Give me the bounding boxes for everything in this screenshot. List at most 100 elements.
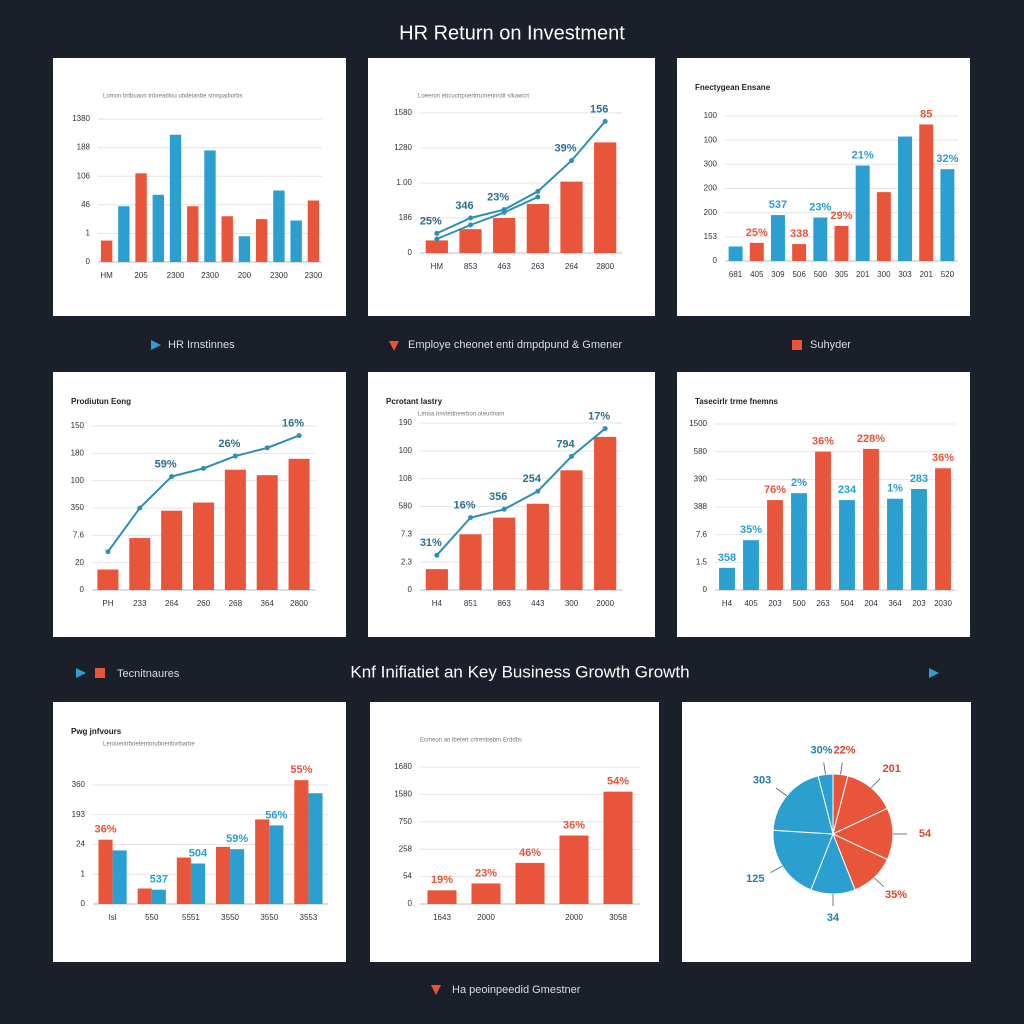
y-tick-label: 7.6 — [73, 530, 85, 539]
data-label: 29% — [830, 210, 852, 222]
y-tick-label: 20 — [75, 558, 84, 567]
bar — [898, 136, 913, 261]
caption: Ha peoinpeedid Gmestner — [452, 984, 581, 996]
bar — [118, 206, 130, 262]
y-tick-label: 1 — [81, 869, 86, 878]
bar — [876, 192, 891, 261]
panel-subtitle: Lerouentrboeterriorubnenbvrbarbe — [103, 742, 195, 748]
panel-title: Fnectygean Ensane — [695, 83, 771, 92]
bar — [743, 540, 759, 590]
x-tick-label: 263 — [816, 599, 830, 608]
panel — [53, 58, 346, 316]
line-point — [105, 549, 111, 555]
bar — [813, 217, 828, 261]
bar — [493, 218, 516, 253]
bar — [559, 835, 589, 904]
y-tick-label: 193 — [72, 810, 86, 819]
data-label: 283 — [910, 473, 928, 485]
bar — [839, 500, 855, 590]
bar — [290, 220, 302, 262]
bar — [560, 181, 583, 253]
line-point — [569, 158, 574, 164]
y-tick-label: 1.00 — [396, 178, 412, 187]
x-tick-label: 3553 — [300, 913, 318, 922]
x-tick-label: H4 — [722, 599, 733, 608]
bar — [526, 503, 549, 590]
y-tick-label: 100 — [71, 476, 85, 485]
data-label: 201 — [882, 763, 900, 775]
pie-slice — [831, 807, 894, 861]
line-point — [602, 118, 608, 124]
x-tick-label: 264 — [565, 262, 579, 271]
data-label: 23% — [487, 192, 509, 204]
bar — [190, 863, 206, 904]
y-tick-label: 750 — [399, 817, 413, 826]
y-tick-label: 1380 — [72, 114, 90, 123]
line-point — [169, 474, 175, 480]
caption: HR Irnstinnes — [168, 339, 235, 351]
bar — [288, 458, 310, 590]
data-label: 22% — [834, 745, 856, 757]
x-tick-label: 2800 — [290, 599, 308, 608]
bar — [273, 190, 285, 262]
x-tick-label: 2000 — [596, 599, 614, 608]
y-tick-label: 100 — [399, 446, 413, 455]
y-tick-label: 54 — [403, 872, 412, 881]
bar — [161, 510, 183, 590]
y-tick-label: 258 — [399, 844, 413, 853]
bar — [863, 448, 879, 590]
x-tick-label: H4 — [432, 599, 443, 608]
x-tick-label: 5551 — [182, 913, 200, 922]
bar — [594, 436, 617, 590]
caption-icon — [792, 340, 802, 350]
y-tick-label: 360 — [72, 780, 86, 789]
bar — [97, 569, 119, 590]
line-point — [535, 488, 541, 494]
bar — [459, 534, 482, 590]
bar — [728, 246, 743, 261]
x-tick-label: 550 — [145, 913, 159, 922]
bar — [255, 819, 270, 904]
data-label: 17% — [588, 410, 610, 422]
y-tick-label: 7.3 — [401, 529, 413, 538]
line-point — [501, 506, 507, 512]
x-tick-label: 300 — [565, 599, 579, 608]
caption-icon — [76, 668, 86, 678]
data-label: 125 — [746, 873, 764, 885]
data-label: 537 — [150, 874, 168, 886]
data-label: 16% — [282, 417, 304, 429]
x-tick-label: 443 — [531, 599, 545, 608]
bar — [129, 538, 151, 590]
y-tick-label: 108 — [399, 474, 413, 483]
data-label: 30% — [810, 745, 832, 757]
bar — [855, 165, 870, 261]
leader-line — [770, 865, 783, 873]
x-tick-label: 300 — [877, 270, 891, 279]
y-tick-label: 350 — [71, 503, 85, 512]
x-tick-label: 2000 — [477, 913, 495, 922]
data-label: 19% — [431, 874, 453, 886]
bar — [515, 862, 545, 904]
bar — [98, 839, 113, 904]
line-point — [296, 433, 302, 439]
line — [436, 427, 606, 556]
bar — [770, 215, 785, 261]
page-title: HR Return on Investment — [399, 22, 625, 44]
y-tick-label: 7.6 — [696, 530, 708, 539]
leader-line — [840, 762, 843, 775]
x-tick-label: 305 — [835, 270, 849, 279]
x-tick-label: 233 — [133, 599, 147, 608]
y-tick-label: 200 — [704, 208, 718, 217]
y-tick-label: 580 — [694, 447, 708, 456]
x-tick-label: 264 — [165, 599, 179, 608]
x-tick-label: 520 — [941, 270, 955, 279]
bar — [603, 791, 633, 904]
bar — [256, 475, 278, 590]
data-label: 303 — [753, 774, 771, 786]
y-tick-label: 0 — [713, 256, 718, 265]
panel-subtitle: Ecmeon an lbetert crtrentrebrn Erddbs — [420, 738, 522, 744]
bar — [911, 489, 927, 590]
line-point — [434, 552, 440, 558]
y-tick-label: 0 — [408, 585, 413, 594]
